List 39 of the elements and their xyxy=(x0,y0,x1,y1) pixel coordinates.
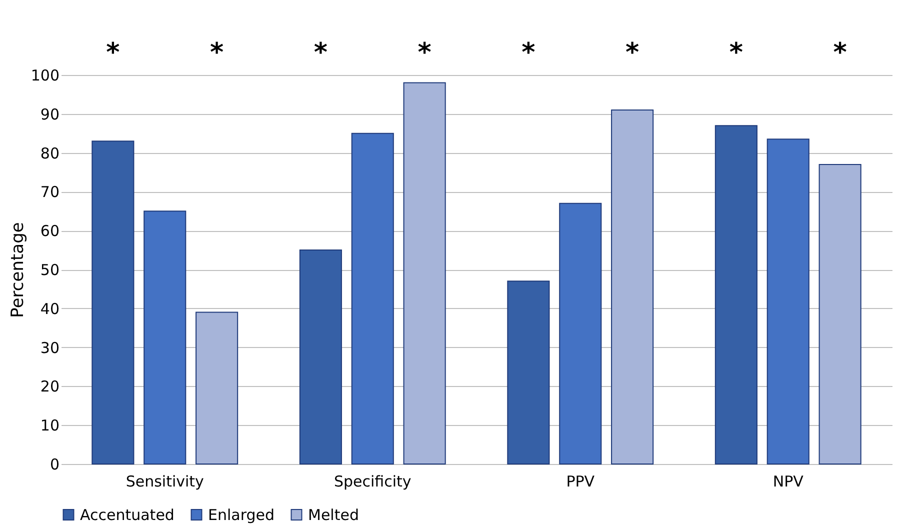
y-tick-label: 80 xyxy=(40,144,60,162)
y-tick-label: 10 xyxy=(40,416,60,435)
x-tick-label: Sensitivity xyxy=(126,472,204,490)
bar xyxy=(611,110,654,464)
bar xyxy=(559,202,602,464)
bar xyxy=(196,312,238,464)
y-tick-label: 100 xyxy=(30,66,60,84)
legend-label: Enlarged xyxy=(208,506,275,524)
bar xyxy=(299,250,342,464)
bar xyxy=(403,82,446,464)
y-tick-label: 50 xyxy=(40,261,60,279)
text: * xyxy=(729,38,744,68)
x-tick-label: PPV xyxy=(566,472,596,490)
x-tick-label: Specificity xyxy=(334,472,412,490)
legend-label: Melted xyxy=(308,506,359,524)
text: * xyxy=(314,38,328,68)
legend-label: Accentuated xyxy=(80,506,174,524)
bar xyxy=(766,138,810,464)
y-tick-label: 90 xyxy=(40,105,60,124)
bar xyxy=(818,164,862,464)
x-tick-label: NPV xyxy=(772,472,804,490)
bar xyxy=(144,210,186,464)
bar xyxy=(714,125,758,464)
bar xyxy=(92,140,134,464)
text: * xyxy=(626,38,640,68)
text: * xyxy=(833,38,848,68)
y-tick-label: 0 xyxy=(50,456,60,474)
text: * xyxy=(522,38,536,68)
y-tick-label: 30 xyxy=(40,338,60,357)
text: * xyxy=(106,38,120,68)
y-tick-label: 70 xyxy=(40,183,60,202)
y-tick-label: 20 xyxy=(40,378,60,396)
text: * xyxy=(210,38,224,68)
y-tick-label: 60 xyxy=(40,222,60,240)
y-axis-title: Percentage xyxy=(8,222,28,318)
bar xyxy=(507,280,550,464)
text: * xyxy=(418,38,432,68)
y-tick-label: 40 xyxy=(40,300,60,318)
bar xyxy=(351,132,394,464)
